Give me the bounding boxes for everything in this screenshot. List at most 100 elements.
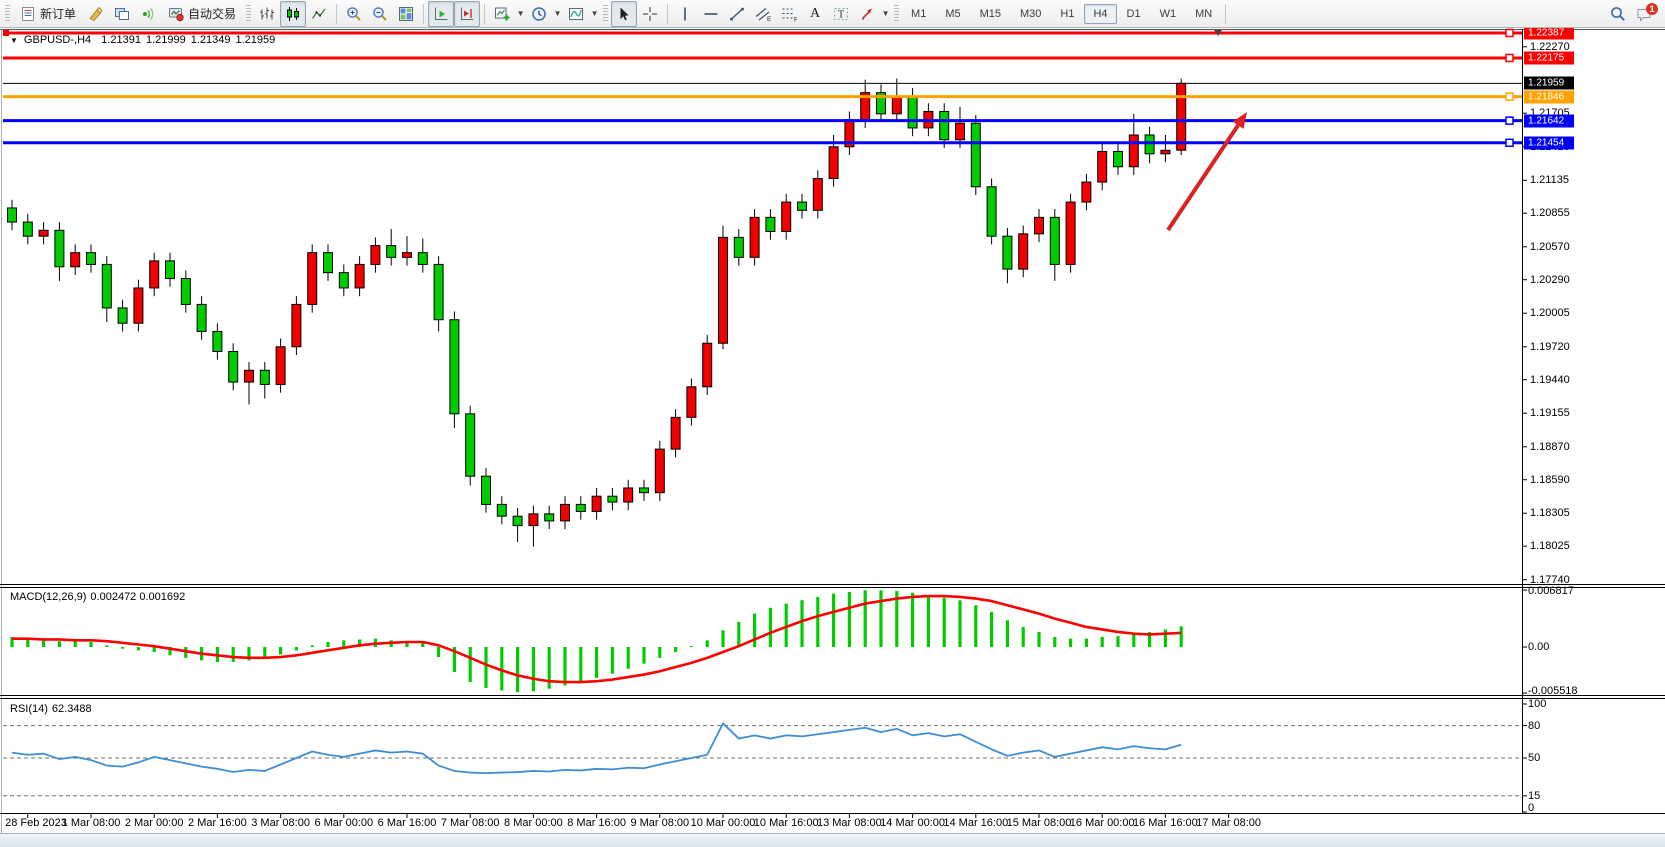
- new-chart-icon: [494, 6, 510, 22]
- zoom-out-icon: [372, 6, 388, 22]
- arrows-icon: [859, 6, 875, 22]
- ohlc-open: 1.21391: [101, 34, 141, 46]
- price-tick-label: 1.22270: [1530, 40, 1570, 53]
- time-tick-label: 16 Mar 16:00: [1132, 817, 1198, 829]
- auto-scroll-icon: [433, 6, 449, 22]
- toolbar-grip[interactable]: [5, 4, 10, 23]
- price-badge: 1.21642: [1524, 114, 1574, 128]
- timeframe-m30-button[interactable]: M30: [1020, 7, 1042, 20]
- rsi-scale-label: 50: [1528, 752, 1541, 764]
- price-tick-label: 1.19155: [1530, 407, 1570, 420]
- indicators-dropdown[interactable]: ▼: [590, 9, 599, 18]
- price-tick-label: 1.18305: [1530, 507, 1570, 520]
- zoom-in-button[interactable]: [341, 1, 367, 27]
- toolbar-separator: [336, 3, 338, 24]
- time-tick-label: 8 Mar 16:00: [567, 817, 626, 829]
- periods-button[interactable]: [526, 1, 552, 27]
- new-order-label: 新订单: [40, 7, 77, 21]
- time-tick-label: 10 Mar 00:00: [690, 817, 756, 829]
- data-window-button[interactable]: [109, 1, 135, 27]
- macd-scale-label: -0.005518: [1528, 685, 1578, 697]
- timeframe-w1-button[interactable]: W1: [1159, 7, 1177, 20]
- price-badge: 1.22175: [1524, 51, 1574, 65]
- auto-trading-label: 自动交易: [188, 7, 237, 21]
- new-chart-dropdown[interactable]: ▼: [516, 9, 525, 18]
- zoom-out-button[interactable]: [367, 1, 393, 27]
- line-handle[interactable]: [1505, 92, 1514, 101]
- timeframe-m1-button[interactable]: M1: [911, 7, 927, 20]
- timeframe-h4-button[interactable]: H4: [1084, 3, 1117, 24]
- rsi-scale-label: 80: [1528, 719, 1541, 732]
- toolbar-grip[interactable]: [246, 4, 252, 23]
- fibonacci-tool-button[interactable]: F: [776, 1, 802, 27]
- crosshair-tool-button[interactable]: [637, 1, 663, 27]
- tile-windows-button[interactable]: [393, 1, 419, 27]
- shift-marker-icon[interactable]: [1214, 30, 1222, 36]
- equidistant-channel-tool-button[interactable]: E: [750, 1, 776, 27]
- indicators-button[interactable]: [563, 1, 589, 27]
- search-button[interactable]: [1605, 1, 1631, 27]
- bar-chart-icon: [259, 6, 275, 22]
- vertical-line-tool-button[interactable]: [672, 1, 698, 27]
- bar-chart-type-button[interactable]: [254, 1, 280, 27]
- line-handle[interactable]: [1505, 116, 1514, 125]
- vertical-line-icon: [677, 6, 693, 22]
- timeframe-d1-button[interactable]: D1: [1126, 7, 1141, 20]
- time-tick-label: 2 Mar 00:00: [124, 817, 184, 829]
- candlestick-chart-type-button[interactable]: [280, 0, 307, 27]
- fibo-letter: F: [794, 16, 797, 22]
- indicators-icon: [568, 6, 584, 22]
- channel-icon: E: [755, 6, 771, 22]
- time-tick-label: 16 Mar 00:00: [1069, 817, 1135, 829]
- alerts-button[interactable]: [135, 1, 161, 27]
- line-handle[interactable]: [1505, 28, 1514, 38]
- price-badge: 1.21454: [1524, 136, 1574, 150]
- text-label-tool-button[interactable]: T: [828, 1, 854, 27]
- macd-values: 0.002472 0.001692: [90, 591, 186, 603]
- chart-shift-button[interactable]: [454, 0, 481, 27]
- cursor-icon: [616, 6, 632, 22]
- price-tick-label: 1.21135: [1530, 174, 1569, 187]
- line-chart-type-button[interactable]: [306, 1, 332, 27]
- horizontal-line-tool-button[interactable]: [698, 1, 724, 27]
- tile-windows-icon: [398, 6, 414, 22]
- timeframe-m15-button[interactable]: M15: [979, 7, 1001, 20]
- new-order-button[interactable]: 新订单: [13, 1, 83, 27]
- trend-arrow-annotation[interactable]: [1166, 124, 1240, 232]
- arrows-tool-button[interactable]: [854, 1, 880, 27]
- timeframe-h1-button[interactable]: H1: [1060, 7, 1075, 20]
- line-handle[interactable]: [1505, 53, 1514, 63]
- price-tick-label: 1.21420: [1530, 140, 1570, 153]
- toolbar-separator: [667, 3, 669, 24]
- timeframe-m5-button[interactable]: M5: [945, 7, 961, 20]
- text-tool-button[interactable]: A: [802, 1, 828, 27]
- cursor-tool-button[interactable]: [611, 0, 638, 27]
- line-handle[interactable]: [3, 30, 9, 36]
- text-label-icon: T: [833, 6, 849, 22]
- arrows-dropdown[interactable]: ▼: [881, 9, 890, 18]
- horizontal-line-icon: [703, 6, 719, 22]
- symbol-period-label: GBPUSD-,H4: [23, 34, 92, 46]
- auto-scroll-button[interactable]: [428, 0, 455, 27]
- trendline-tool-button[interactable]: [724, 1, 750, 27]
- rsi-scale-label: 15: [1528, 789, 1541, 802]
- metaeditor-button[interactable]: [83, 1, 109, 27]
- auto-trading-button[interactable]: 自动交易: [161, 1, 243, 27]
- time-tick-label: 14 Mar 16:00: [943, 817, 1009, 829]
- rsi-scale-label: 100: [1528, 698, 1547, 710]
- rsi-scale-label: 0: [1528, 802, 1535, 814]
- label-letter: T: [838, 9, 844, 20]
- toolbar-grip[interactable]: [603, 4, 609, 23]
- price-tick-label: 1.21705: [1530, 107, 1570, 120]
- price-badge: 1.22387: [1524, 26, 1574, 40]
- chat-button[interactable]: 1: [1631, 1, 1658, 27]
- periods-dropdown[interactable]: ▼: [553, 9, 562, 18]
- new-chart-button[interactable]: [489, 1, 515, 27]
- price-tick-label: 1.17740: [1530, 573, 1570, 586]
- line-handle[interactable]: [1505, 138, 1514, 148]
- time-tick-label: 7 Mar 08:00: [440, 817, 500, 829]
- timeframe-mn-button[interactable]: MN: [1195, 7, 1213, 20]
- toolbar-grip[interactable]: [894, 4, 900, 23]
